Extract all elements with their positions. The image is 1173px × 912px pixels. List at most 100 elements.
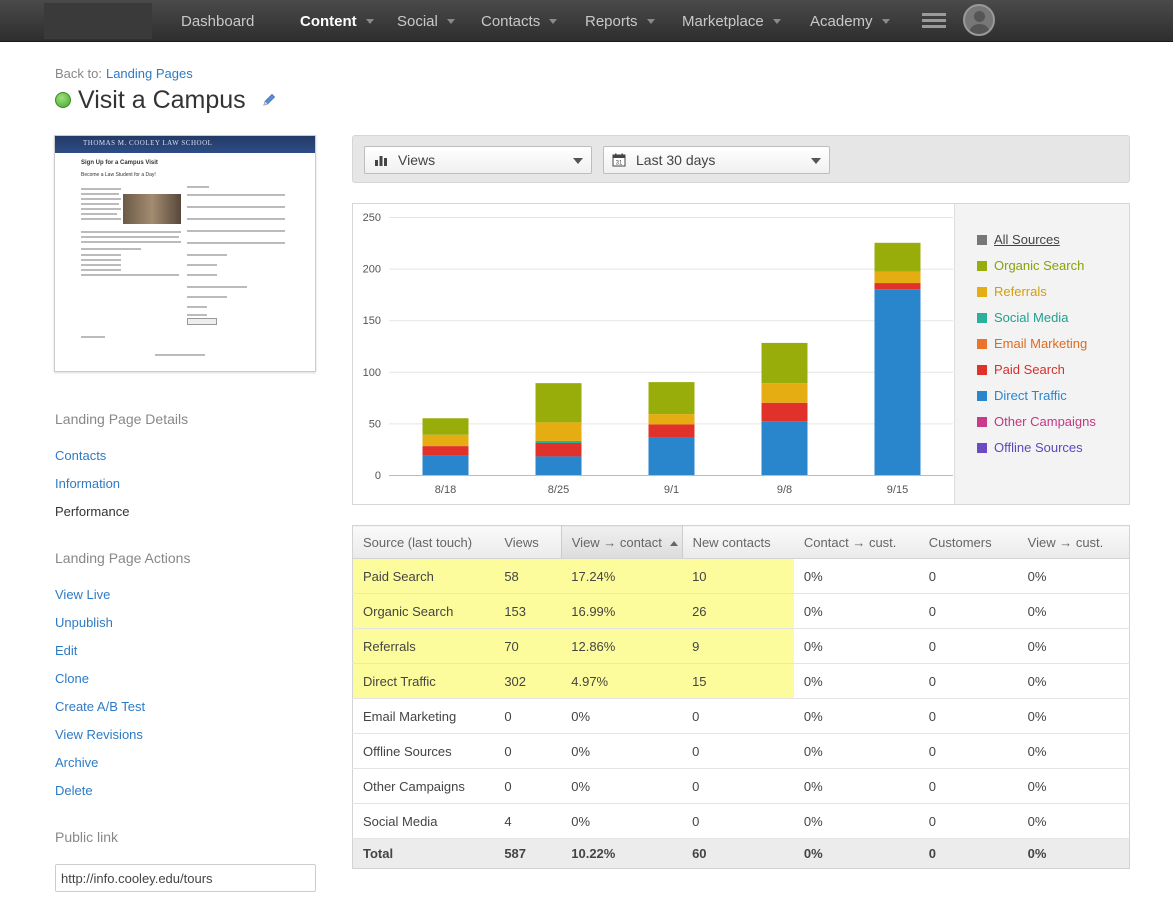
table-cell: 0 — [494, 768, 562, 804]
table-cell: 0% — [793, 663, 919, 699]
back-to-landing-pages-link[interactable]: Landing Pages — [105, 66, 193, 81]
chevron-down-icon — [881, 18, 890, 24]
calendar-icon: 31 — [612, 153, 626, 167]
sidebar-action-clone[interactable]: Clone — [55, 671, 89, 686]
table-cell: 0% — [793, 803, 919, 839]
thumbnail-text-line — [187, 306, 207, 308]
table-cell: 0 — [682, 768, 794, 804]
column-header-new-contacts[interactable]: New contacts — [682, 525, 794, 559]
column-header-contact-cust[interactable]: Contact → cust. — [793, 525, 919, 559]
thumbnail-text-line — [81, 259, 121, 261]
table-cell: Referrals — [352, 628, 495, 664]
table-cell: 4.97% — [561, 663, 683, 699]
sidebar-action-view-revisions[interactable]: View Revisions — [55, 727, 143, 742]
table-cell: 4 — [494, 803, 562, 839]
table-cell: 26 — [682, 593, 794, 629]
table-cell: Social Media — [352, 803, 495, 839]
column-header-label: View → cust. — [1027, 534, 1104, 550]
nav-item-content[interactable]: Content — [300, 12, 374, 30]
y-tick-label: 0 — [375, 470, 381, 482]
thumbnail-school-name: THOMAS M. COOLEY LAW SCHOOL — [55, 136, 315, 153]
chevron-down-icon — [646, 18, 655, 24]
nav-item-label: Dashboard — [181, 12, 255, 30]
thumbnail-text-line — [187, 206, 285, 208]
table-cell: 153 — [494, 593, 562, 629]
edit-pencil-icon[interactable] — [261, 92, 277, 108]
table-cell: 0 — [918, 698, 1018, 734]
table-cell: 16.99% — [561, 593, 683, 629]
nav-item-marketplace[interactable]: Marketplace — [682, 12, 781, 30]
chart-legend: All Sources Organic Search Referrals Social… — [954, 204, 1129, 504]
table-cell: 0 — [682, 698, 794, 734]
hamburger-icon[interactable] — [922, 13, 946, 29]
legend-item-paid-search[interactable]: Paid Search — [977, 362, 1065, 377]
nav-item-label: Academy — [810, 12, 873, 30]
legend-item-all-sources[interactable]: All Sources — [977, 232, 1060, 247]
nav-item-reports[interactable]: Reports — [585, 12, 655, 30]
column-header-view-contact[interactable]: View → contact — [560, 525, 683, 559]
bar-segment-organic-search — [535, 383, 582, 423]
column-header-label: Source (last touch) — [363, 534, 473, 550]
public-link-field[interactable] — [55, 864, 316, 892]
page-title: Visit a Campus — [78, 86, 246, 114]
thumbnail-subheading: Become a Law Student for a Day! — [81, 172, 156, 178]
bar-segment-direct-traffic — [535, 456, 582, 475]
thumbnail-text-line — [81, 188, 121, 190]
x-tick-label: 8/18 — [435, 484, 456, 496]
thumbnail-text-line — [81, 198, 121, 200]
legend-item-referrals[interactable]: Referrals — [977, 284, 1047, 299]
chevron-down-icon — [365, 18, 374, 24]
y-tick-label: 100 — [363, 367, 381, 379]
nav-item-label: Content — [300, 12, 357, 30]
sidebar-action-edit[interactable]: Edit — [55, 643, 78, 658]
stacked-bar-chart: 0 50 100 150 200 250 8/18 8/25 9/1 9/8 9/15 — [363, 212, 953, 496]
y-tick-label: 200 — [363, 264, 381, 276]
legend-item-offline-sources[interactable]: Offline Sources — [977, 440, 1083, 455]
legend-item-email-marketing[interactable]: Email Marketing — [977, 336, 1087, 351]
legend-item-direct-traffic[interactable]: Direct Traffic — [977, 388, 1067, 403]
nav-item-academy[interactable]: Academy — [810, 12, 890, 30]
sidebar-link-contacts[interactable]: Contacts — [55, 448, 107, 463]
nav-item-dashboard[interactable]: Dashboard — [181, 12, 254, 30]
sidebar-action-create-a-b-test[interactable]: Create A/B Test — [55, 699, 146, 714]
bar-segment-direct-traffic — [761, 421, 808, 475]
nav-item-contacts[interactable]: Contacts — [481, 12, 558, 30]
sidebar-action-archive[interactable]: Archive — [55, 755, 99, 770]
column-header-views[interactable]: Views — [494, 525, 562, 559]
thumbnail-form-heading: Sign Up for a Campus Visit — [81, 160, 158, 166]
user-avatar-icon[interactable] — [963, 4, 995, 36]
nav-item-social[interactable]: Social — [397, 12, 455, 30]
metric-dropdown[interactable]: Views — [364, 146, 592, 174]
sidebar-link-information[interactable]: Information — [55, 476, 121, 491]
legend-item-organic-search[interactable]: Organic Search — [977, 258, 1084, 273]
date-range-dropdown[interactable]: 31 Last 30 days — [603, 146, 830, 174]
column-header-source-last-touch[interactable]: Source (last touch) — [352, 525, 495, 559]
bar-segment-paid-search — [761, 402, 808, 422]
thumbnail-text-line — [187, 314, 207, 316]
column-header-view-cust[interactable]: View → cust. — [1017, 525, 1130, 559]
breadcrumb: Back to: Landing Pages — [55, 66, 193, 81]
bar-segment-direct-traffic — [422, 455, 469, 475]
landing-page-thumbnail[interactable]: THOMAS M. COOLEY LAW SCHOOL Sign Up for … — [54, 135, 316, 372]
thumbnail-text-line — [81, 264, 121, 266]
legend-swatch-icon — [977, 416, 987, 427]
bar-segment-referrals — [422, 434, 469, 447]
table-row: Organic Search 153 16.99% 26 0% 0 0% — [352, 593, 1130, 629]
column-header-customers[interactable]: Customers — [918, 525, 1018, 559]
sources-table: Source (last touch) Views View → contact Ne… — [352, 525, 1130, 869]
logo[interactable] — [44, 3, 152, 39]
sidebar-action-unpublish[interactable]: Unpublish — [55, 615, 113, 630]
legend-item-other-campaigns[interactable]: Other Campaigns — [977, 414, 1096, 429]
legend-item-label: Social Media — [994, 310, 1069, 325]
thumbnail-text-line — [81, 203, 119, 205]
metric-dropdown-value: Views — [398, 152, 436, 168]
chevron-down-icon — [811, 158, 821, 164]
table-row: Offline Sources 0 0% 0 0% 0 0% — [352, 733, 1130, 769]
sidebar-link-performance[interactable]: Performance — [55, 504, 130, 519]
table-total-cell: 0% — [1017, 838, 1130, 869]
table-header-row: Source (last touch) Views View → contact Ne… — [352, 525, 1130, 559]
sidebar-action-view-live[interactable]: View Live — [55, 587, 111, 602]
sidebar-action-delete[interactable]: Delete — [55, 783, 93, 798]
thumbnail-text-line — [187, 296, 227, 298]
legend-item-social-media[interactable]: Social Media — [977, 310, 1068, 325]
